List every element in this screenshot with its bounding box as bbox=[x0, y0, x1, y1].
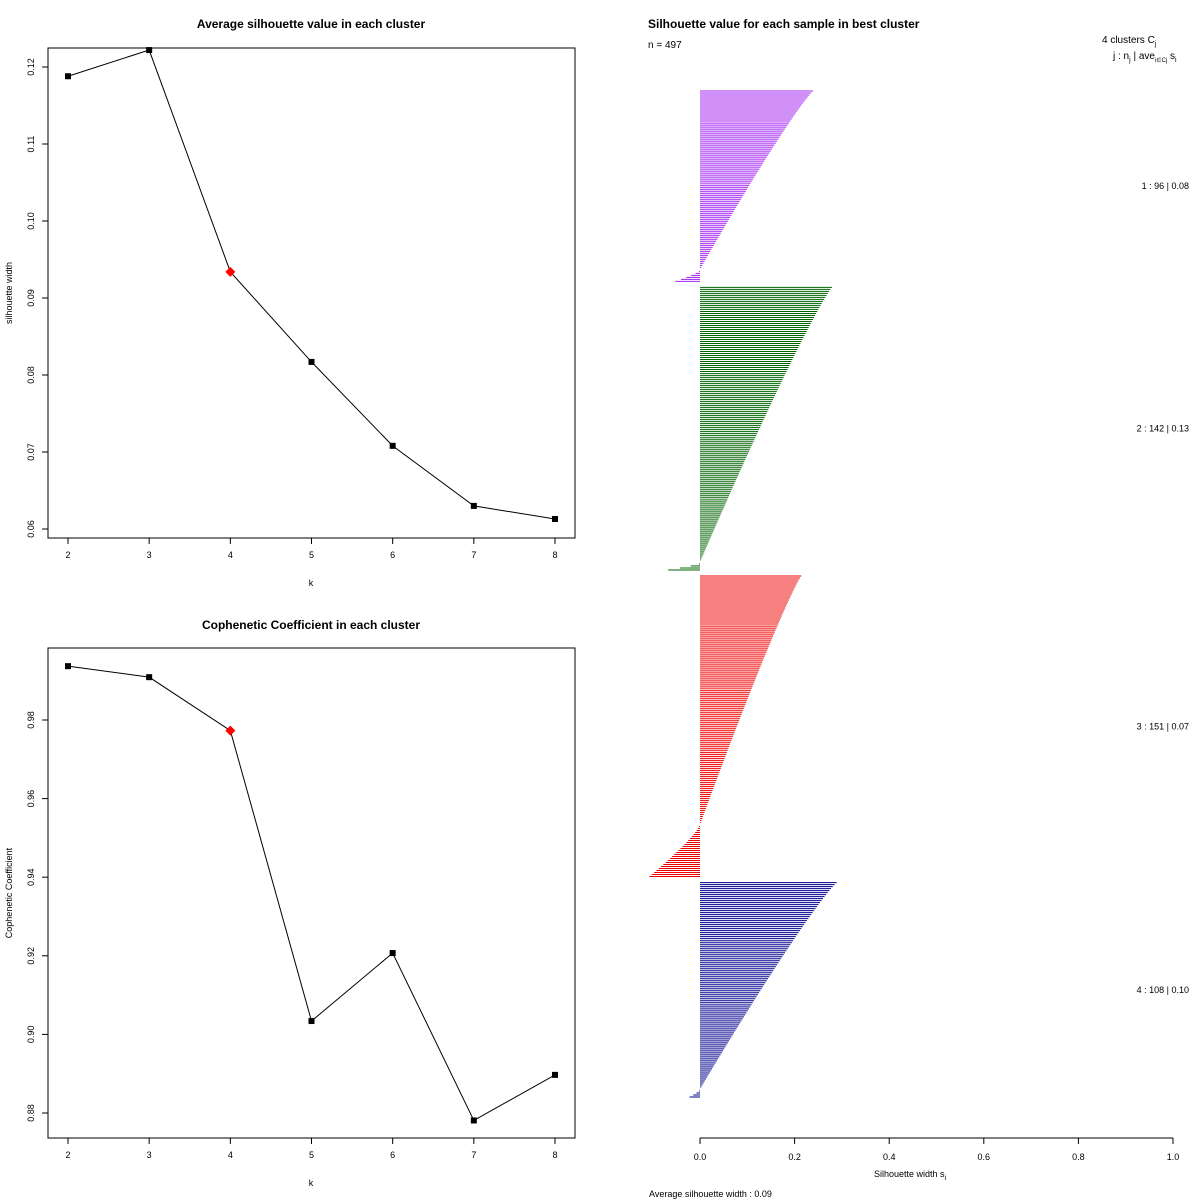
best-k-point bbox=[225, 266, 236, 277]
x-tick-label: 4 bbox=[228, 1150, 233, 1160]
x-tick-label: 5 bbox=[309, 550, 314, 560]
silhouette-bars bbox=[649, 90, 837, 1098]
cophenetic-chart-title: Cophenetic Coefficient in each cluster bbox=[202, 618, 420, 632]
sample-count-label: n = 497 bbox=[648, 40, 682, 51]
data-point bbox=[552, 1071, 558, 1078]
x-tick-label: 5 bbox=[309, 1150, 314, 1160]
cluster-label: 2 : 142 | 0.13 bbox=[1137, 424, 1189, 434]
best-k-point bbox=[225, 725, 236, 736]
data-point bbox=[65, 73, 71, 80]
cophenetic-plot-frame bbox=[47, 647, 576, 1139]
x-tick-label: 0.4 bbox=[883, 1152, 896, 1162]
y-tick-label: 0.88 bbox=[26, 1104, 36, 1122]
data-point bbox=[308, 1018, 315, 1025]
silhouette-y-label: silhouette width bbox=[4, 262, 14, 324]
silhouette-bars-x-ticks: 0.0 0.2 0.4 0.6 0.8 1.0 bbox=[694, 1138, 1180, 1162]
silhouette-x-label: k bbox=[309, 578, 314, 588]
cluster-labels: 1 : 96 | 0.08 2 : 142 | 0.13 3 : 151 | 0.0… bbox=[1137, 181, 1189, 995]
y-tick-label: 0.09 bbox=[26, 289, 36, 307]
silhouette-y-ticks: 0.06 0.07 0.08 0.09 0.10 0.11 0.12 bbox=[26, 58, 48, 538]
y-tick-label: 0.90 bbox=[26, 1026, 36, 1044]
x-tick-label: 8 bbox=[552, 1150, 557, 1160]
clusters-header-line2: j : nj | avei∈Cj si bbox=[1112, 51, 1177, 64]
x-tick-label: 6 bbox=[390, 1150, 395, 1160]
x-tick-label: 4 bbox=[228, 550, 233, 560]
silhouette-chart-title: Average silhouette value in each cluster bbox=[197, 17, 426, 31]
data-point bbox=[146, 674, 153, 681]
cophenetic-x-ticks: 2 3 4 5 6 7 8 bbox=[65, 1138, 558, 1160]
data-point bbox=[146, 47, 153, 54]
cophenetic-x-label: k bbox=[309, 1178, 314, 1188]
x-tick-label: 7 bbox=[471, 550, 476, 560]
x-tick-label: 0.2 bbox=[788, 1152, 801, 1162]
y-tick-label: 0.08 bbox=[26, 366, 36, 384]
y-tick-label: 0.96 bbox=[26, 790, 36, 808]
y-tick-label: 0.92 bbox=[26, 947, 36, 965]
data-point bbox=[308, 358, 315, 365]
y-tick-label: 0.06 bbox=[26, 520, 36, 538]
data-point bbox=[389, 950, 396, 957]
cophenetic-y-ticks: 0.88 0.90 0.92 0.94 0.96 0.98 bbox=[26, 711, 48, 1122]
data-point bbox=[389, 442, 396, 449]
data-point bbox=[470, 502, 477, 509]
silhouette-bar-panel: Silhouette value for each sample in best… bbox=[648, 17, 1189, 1199]
cluster-label: 3 : 151 | 0.07 bbox=[1137, 721, 1189, 731]
data-point bbox=[65, 663, 71, 670]
silhouette-line-panel: Average silhouette value in each cluster… bbox=[4, 17, 576, 588]
silhouette-bars-x-label: Silhouette width si bbox=[874, 1169, 947, 1182]
x-tick-label: 0.6 bbox=[978, 1152, 991, 1162]
x-tick-label: 0.8 bbox=[1072, 1152, 1085, 1162]
silhouette-series bbox=[65, 47, 558, 522]
x-tick-label: 6 bbox=[390, 550, 395, 560]
silhouette-x-ticks: 2 3 4 5 6 7 8 bbox=[65, 538, 558, 560]
cophenetic-series bbox=[65, 663, 558, 1124]
y-tick-label: 0.98 bbox=[26, 711, 36, 729]
x-tick-label: 3 bbox=[147, 550, 152, 560]
x-tick-label: 0.0 bbox=[694, 1152, 707, 1162]
data-point bbox=[552, 515, 558, 522]
cophenetic-line-panel: Cophenetic Coefficient in each cluster 2… bbox=[4, 618, 576, 1188]
y-tick-label: 0.10 bbox=[26, 212, 36, 230]
average-silhouette-footer: Average silhouette width : 0.09 bbox=[649, 1189, 772, 1199]
y-tick-label: 0.07 bbox=[26, 443, 36, 461]
x-tick-label: 1.0 bbox=[1167, 1152, 1180, 1162]
x-tick-label: 3 bbox=[147, 1150, 152, 1160]
cophenetic-y-label: Cophenetic Coefficient bbox=[4, 847, 14, 938]
series-line bbox=[67, 49, 556, 520]
x-tick-label: 2 bbox=[65, 550, 70, 560]
cluster-label: 4 : 108 | 0.10 bbox=[1137, 985, 1189, 995]
clusters-header-line1: 4 clusters Cj bbox=[1102, 35, 1157, 48]
cluster-label: 1 : 96 | 0.08 bbox=[1142, 181, 1189, 191]
series-line bbox=[67, 665, 556, 1122]
x-tick-label: 8 bbox=[552, 550, 557, 560]
y-tick-label: 0.12 bbox=[26, 58, 36, 76]
x-tick-label: 2 bbox=[65, 1150, 70, 1160]
y-tick-label: 0.11 bbox=[26, 136, 36, 153]
data-point bbox=[470, 1117, 477, 1124]
silhouette-bars-title: Silhouette value for each sample in best… bbox=[648, 17, 920, 31]
x-tick-label: 7 bbox=[471, 1150, 476, 1160]
y-tick-label: 0.94 bbox=[26, 868, 36, 886]
silhouette-plot-frame bbox=[47, 47, 576, 539]
